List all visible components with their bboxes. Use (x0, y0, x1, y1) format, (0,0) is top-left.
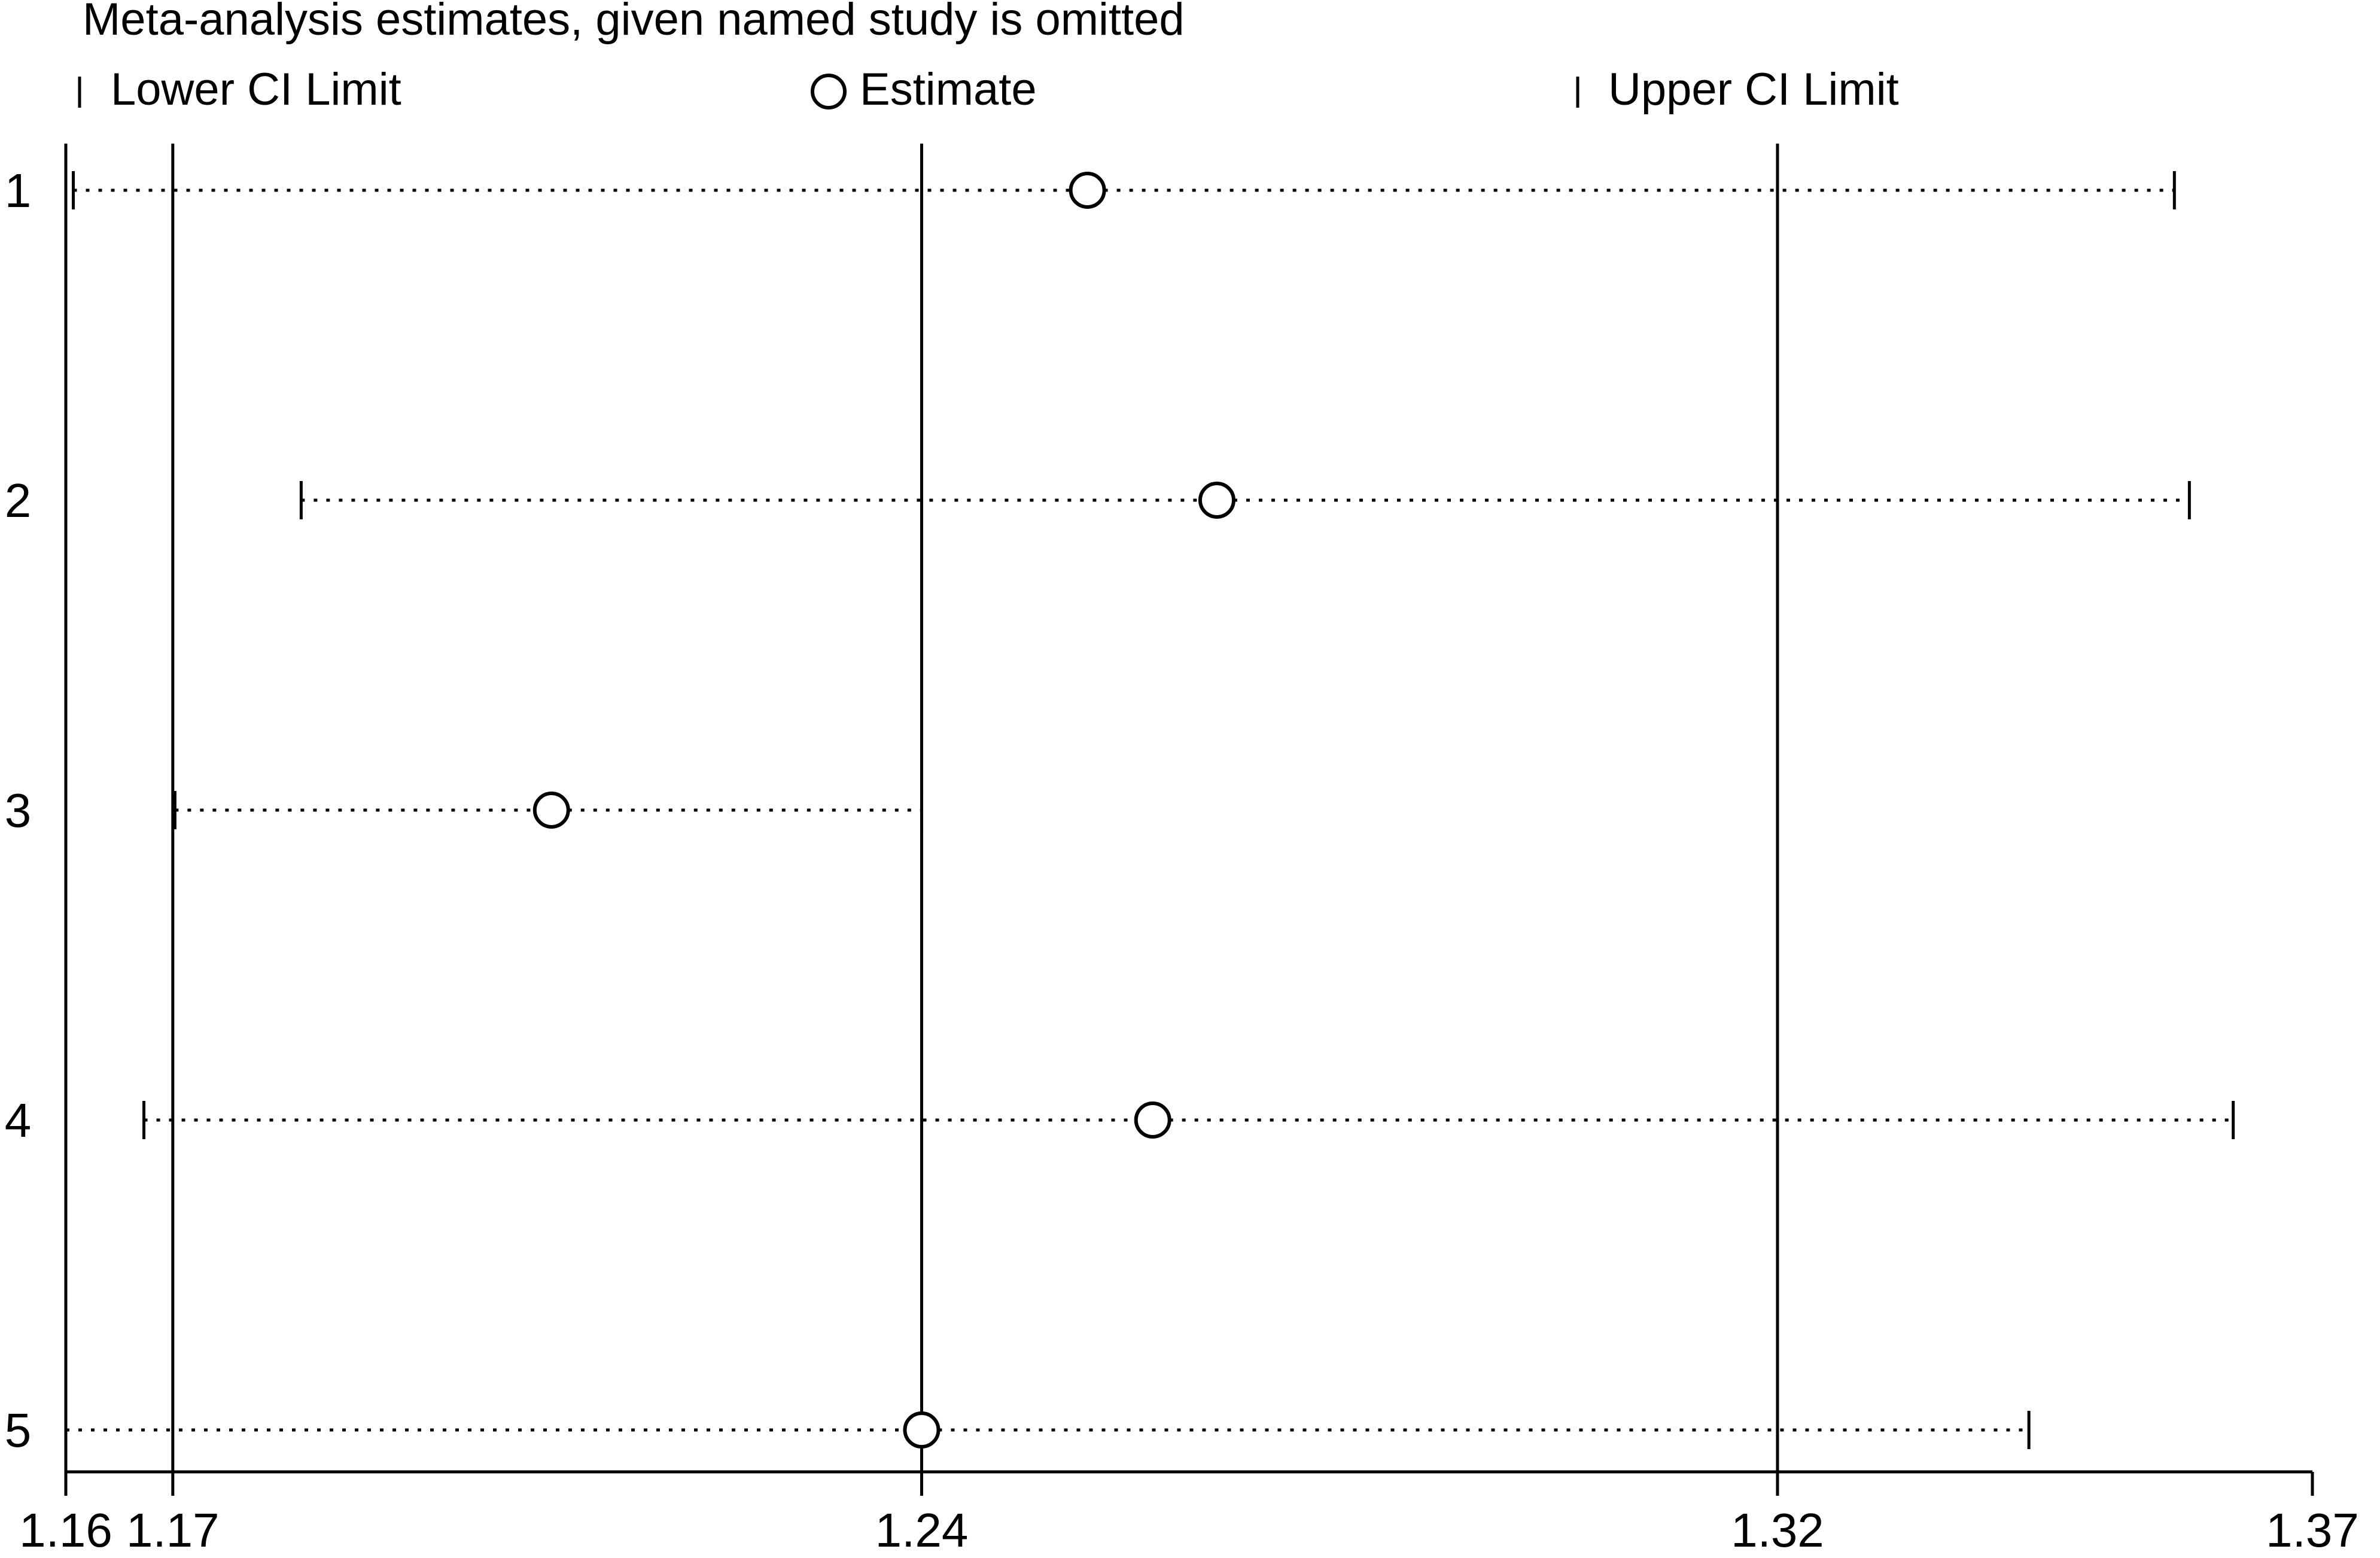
estimate-marker-5 (903, 1411, 941, 1449)
study-label-3: 3 (5, 784, 32, 837)
study-label-2: 2 (5, 474, 32, 527)
x-tick-label-3: 1.24 (875, 1504, 969, 1557)
study-label-1: 1 (5, 164, 32, 217)
estimate-marker-3 (532, 792, 570, 829)
legend-upper-label: Upper CI Limit (1608, 64, 1899, 115)
legend-estimate-label: Estimate (860, 64, 1037, 115)
estimate-marker-1 (1069, 172, 1106, 209)
plot-area: 1.16 1.17 1.24 1.32 1.37 1 2 3 4 5 (5, 144, 2359, 1557)
estimate-marker-2 (1198, 482, 1235, 519)
study-label-4: 4 (5, 1094, 32, 1147)
study-label-5: 5 (5, 1404, 32, 1457)
estimate-marker-4 (1134, 1101, 1171, 1139)
x-tick-label-5: 1.37 (2266, 1504, 2359, 1557)
x-tick-label-4: 1.32 (1731, 1504, 1824, 1557)
legend: Lower CI Limit Estimate Upper CI Limit (78, 64, 1899, 115)
x-tick-label-1: 1.16 (19, 1504, 112, 1557)
legend-estimate-circle (811, 74, 847, 109)
chart-title: Meta-analysis estimates, given named stu… (83, 0, 1185, 45)
x-tick-label-2: 1.17 (126, 1504, 220, 1557)
legend-lower-label: Lower CI Limit (111, 64, 401, 115)
